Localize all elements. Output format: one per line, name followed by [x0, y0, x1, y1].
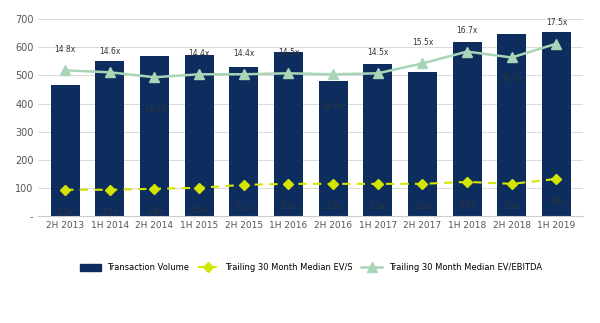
Bar: [274, 52, 303, 216]
Text: 14.4x: 14.4x: [322, 102, 344, 111]
Text: 3.3x: 3.3x: [414, 202, 431, 211]
Text: 2.7x: 2.7x: [101, 208, 118, 217]
Bar: [452, 42, 482, 216]
Bar: [319, 81, 347, 216]
Text: 2.9x: 2.9x: [191, 206, 208, 215]
Text: 3.3x: 3.3x: [370, 202, 386, 211]
Text: 16.7x: 16.7x: [457, 26, 478, 35]
Bar: [95, 61, 124, 216]
Text: 17.5x: 17.5x: [546, 18, 567, 27]
Text: 15.5x: 15.5x: [412, 38, 433, 47]
Text: 16.1x: 16.1x: [501, 74, 523, 83]
Text: 14.1x: 14.1x: [144, 105, 165, 114]
Text: 14.5x: 14.5x: [278, 47, 299, 57]
Text: 14.8x: 14.8x: [55, 45, 76, 54]
Text: 14.4x: 14.4x: [233, 49, 254, 57]
Text: 3.3x: 3.3x: [503, 202, 520, 211]
Text: 14.4x: 14.4x: [188, 49, 210, 57]
Text: 3.8x: 3.8x: [548, 197, 565, 206]
Text: 3.3x: 3.3x: [280, 202, 297, 211]
Text: 14.5x: 14.5x: [367, 47, 388, 57]
Text: 2.8x: 2.8x: [146, 207, 163, 216]
Bar: [497, 34, 526, 216]
Bar: [542, 32, 571, 216]
Text: 3.3x: 3.3x: [325, 202, 341, 211]
Legend: Transaction Volume, Trailing 30 Month Median EV/S, Trailing 30 Month Median EV/E: Transaction Volume, Trailing 30 Month Me…: [76, 260, 545, 276]
Text: 2.7x: 2.7x: [57, 208, 73, 217]
Bar: [140, 56, 169, 216]
Text: 3.5x: 3.5x: [459, 200, 475, 209]
Bar: [363, 64, 392, 216]
Bar: [185, 55, 214, 216]
Text: 14.6x: 14.6x: [99, 47, 121, 56]
Bar: [229, 67, 259, 216]
Bar: [408, 72, 437, 216]
Text: 3.2x: 3.2x: [236, 203, 252, 212]
Bar: [50, 85, 80, 216]
